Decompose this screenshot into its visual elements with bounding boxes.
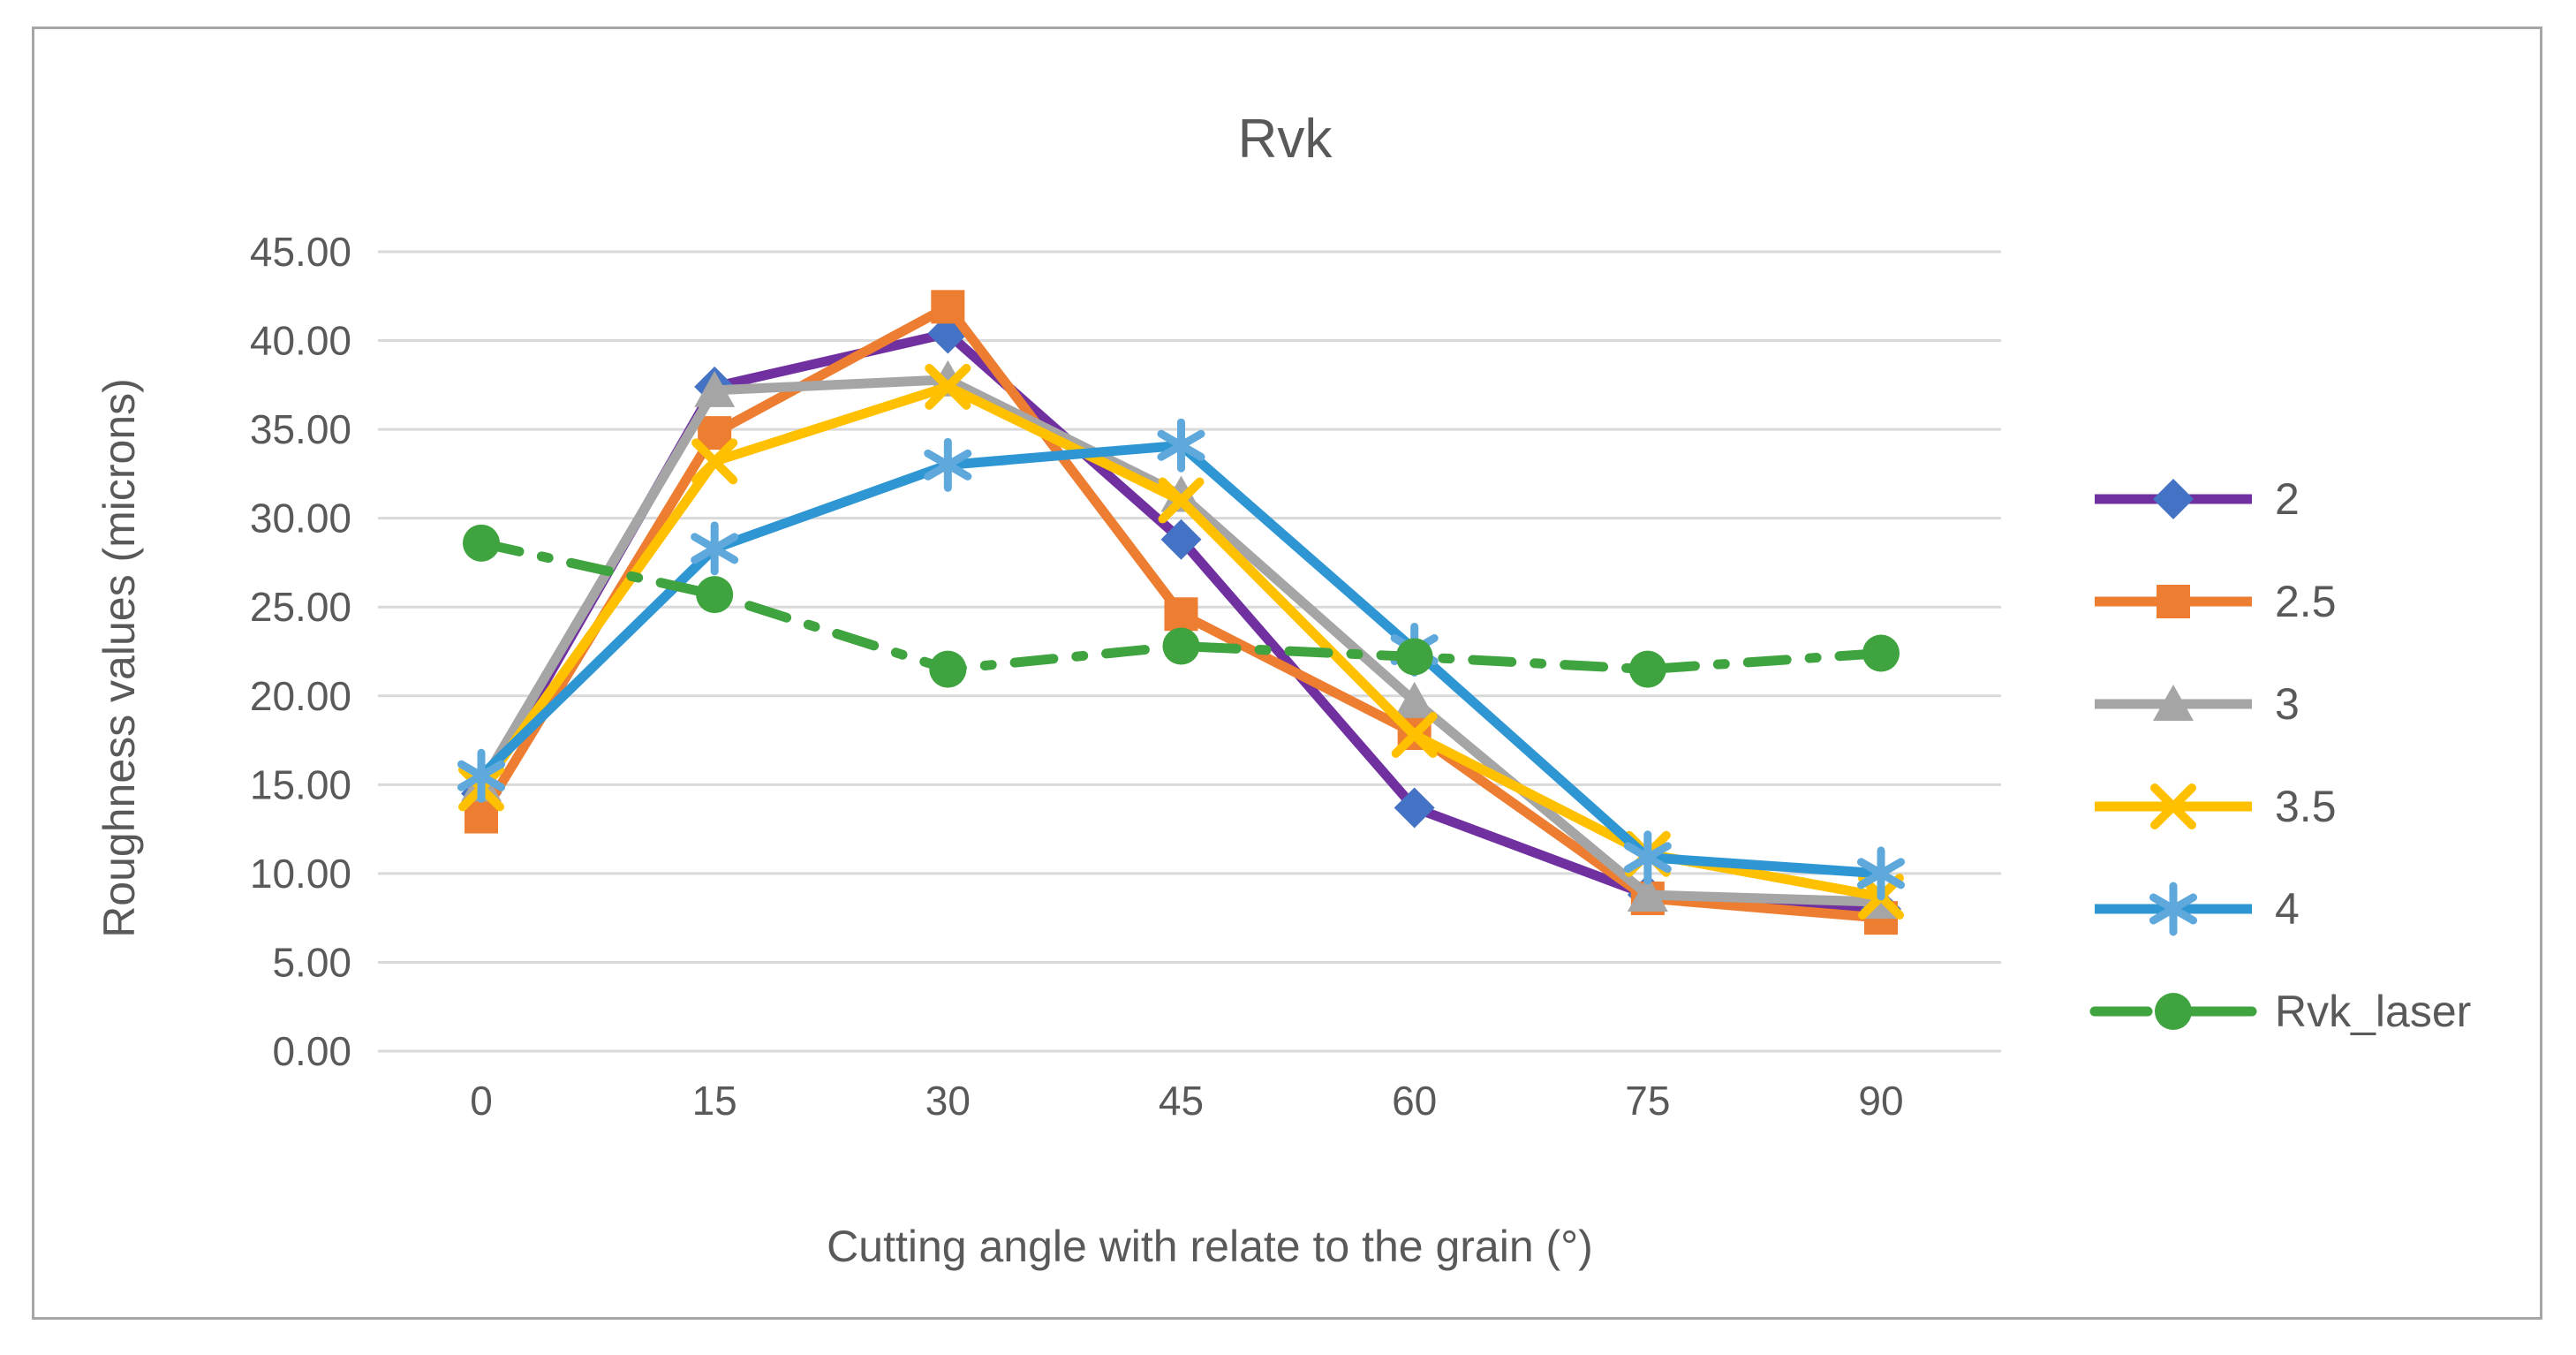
y-tick-label: 20.00 <box>250 673 351 719</box>
triangle-marker <box>1394 681 1435 718</box>
x-axis-title: Cutting angle with relate to the grain (… <box>827 1222 1593 1271</box>
x-tick-label: 60 <box>1392 1078 1437 1124</box>
legend-item-3: 3 <box>2095 679 2300 729</box>
x-tick-label: 75 <box>1625 1078 1670 1124</box>
circle-marker <box>1862 634 1900 672</box>
y-tick-label: 35.00 <box>250 406 351 452</box>
diamond-marker <box>1394 787 1435 829</box>
circle-marker <box>2155 993 2192 1030</box>
x-marker <box>691 438 738 485</box>
asterisk-marker <box>457 748 506 803</box>
asterisk-marker <box>2149 882 2198 936</box>
legend-label: 3 <box>2275 679 2300 729</box>
y-tick-label: 15.00 <box>250 761 351 807</box>
y-tick-label: 40.00 <box>250 318 351 364</box>
x-tick-label: 15 <box>692 1078 737 1124</box>
y-tick-label: 10.00 <box>250 851 351 897</box>
y-tick-label: 30.00 <box>250 496 351 541</box>
triangle-marker <box>694 370 736 407</box>
square-marker <box>931 290 965 324</box>
circle-marker <box>929 650 967 688</box>
asterisk-marker <box>1623 830 1672 885</box>
series-4 <box>457 418 1906 901</box>
asterisk-marker <box>1157 418 1205 473</box>
y-tick-label: 25.00 <box>250 584 351 630</box>
x-axis-tick-labels: 0 15 30 45 60 75 90 <box>470 1078 1903 1124</box>
y-axis-title: Roughness values (microns) <box>94 378 144 938</box>
y-axis-tick-labels: 0.00 5.00 10.00 15.00 20.00 25.00 30.00 35.00 40… <box>250 229 351 1074</box>
series-2.5 <box>465 290 1899 935</box>
diamond-marker <box>2153 479 2194 519</box>
triangle-marker <box>2153 685 2194 721</box>
diamond-marker <box>1160 519 1202 560</box>
y-tick-label: 0.00 <box>272 1028 351 1074</box>
x-marker <box>1391 712 1438 759</box>
series-Rvk_laser <box>463 524 1900 688</box>
legend: 2 2.5 3 3.5 4 Rvk_laser <box>2089 474 2471 1036</box>
x-tick-label: 90 <box>1858 1078 1903 1124</box>
legend-label: Rvk_laser <box>2275 987 2471 1036</box>
legend-label: 4 <box>2275 884 2300 934</box>
legend-item-2.5: 2.5 <box>2095 577 2337 626</box>
asterisk-marker <box>691 521 739 576</box>
circle-marker <box>463 524 500 562</box>
circle-marker <box>1628 650 1666 688</box>
triangle-marker <box>1160 475 1202 512</box>
legend-label: 3.5 <box>2275 782 2337 831</box>
legend-item-4: 4 <box>2095 882 2300 936</box>
asterisk-marker <box>924 437 972 492</box>
circle-marker <box>1162 627 1200 665</box>
y-tick-label: 5.00 <box>272 939 351 985</box>
x-marker <box>925 363 971 410</box>
chart-title: Rvk <box>1238 109 1333 170</box>
series-plot <box>457 290 1906 935</box>
square-marker <box>2157 585 2190 618</box>
legend-item-2: 2 <box>2095 474 2300 524</box>
x-tick-label: 45 <box>1159 1078 1204 1124</box>
triangle-marker <box>1627 875 1668 912</box>
square-marker <box>1164 597 1198 632</box>
legend-item-Rvk_laser: Rvk_laser <box>2089 987 2471 1036</box>
gridlines <box>378 250 2001 1053</box>
circle-marker <box>696 576 734 614</box>
circle-marker <box>1395 638 1433 676</box>
legend-item-3.5: 3.5 <box>2095 782 2337 831</box>
x-marker <box>1158 477 1205 524</box>
legend-label: 2.5 <box>2275 577 2337 626</box>
asterisk-marker <box>1856 846 1906 901</box>
x-marker <box>2150 783 2196 829</box>
y-tick-label: 45.00 <box>250 229 351 275</box>
x-tick-label: 0 <box>470 1078 493 1124</box>
legend-label: 2 <box>2275 474 2300 524</box>
x-tick-label: 30 <box>925 1078 971 1124</box>
